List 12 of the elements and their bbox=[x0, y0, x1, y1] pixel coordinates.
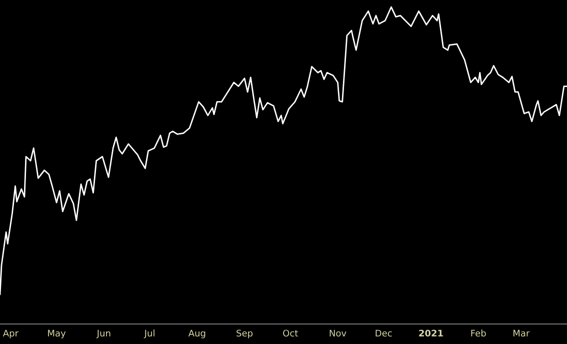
x-tick-label: Aug bbox=[188, 330, 206, 338]
x-tick-label: Jun bbox=[96, 330, 110, 338]
x-tick-label: Sep bbox=[236, 330, 253, 338]
x-tick-label: Jul bbox=[144, 330, 154, 338]
x-tick-label: May bbox=[48, 330, 66, 338]
x-tick-label: Apr bbox=[2, 330, 19, 338]
x-tick-label: Feb bbox=[471, 330, 486, 337]
x-tick-label: Nov bbox=[330, 330, 346, 337]
x-tick-label: 2021 bbox=[419, 330, 443, 337]
x-tick-label: Oct bbox=[283, 330, 298, 337]
x-tick-label: Dec bbox=[376, 330, 392, 337]
x-tick-label: Mar bbox=[514, 330, 530, 337]
